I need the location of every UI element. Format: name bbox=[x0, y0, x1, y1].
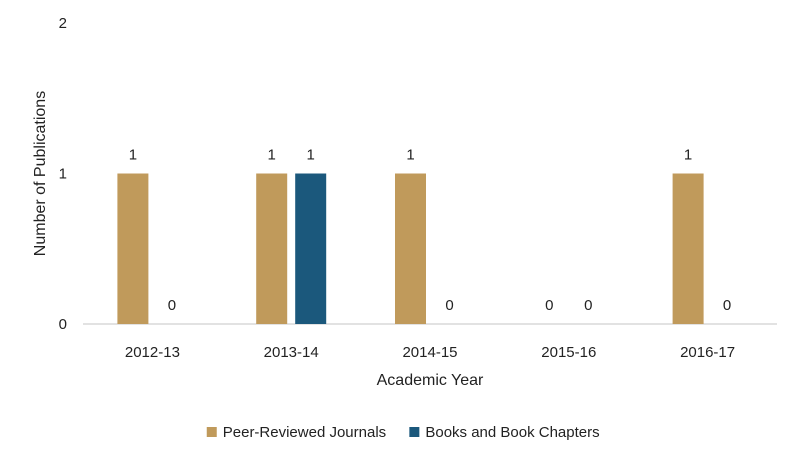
data-labels: 1 0 1 1 1 0 0 0 1 0 bbox=[129, 147, 732, 315]
data-label: 1 bbox=[406, 147, 414, 164]
legend-swatch bbox=[409, 427, 420, 437]
bar bbox=[295, 173, 327, 324]
y-tick-label: 0 bbox=[59, 316, 67, 333]
bar bbox=[256, 173, 288, 324]
data-label: 0 bbox=[584, 297, 592, 314]
x-axis-ticks: 2012-13 2013-14 2014-15 2015-16 2016-17 bbox=[125, 344, 735, 361]
bar bbox=[117, 173, 149, 324]
data-label: 0 bbox=[723, 297, 731, 314]
x-tick-label: 2013-14 bbox=[264, 344, 319, 361]
legend-label: Peer-Reviewed Journals bbox=[223, 424, 386, 441]
legend-label: Books and Book Chapters bbox=[425, 424, 599, 441]
x-tick-label: 2015-16 bbox=[541, 344, 596, 361]
bar bbox=[395, 173, 426, 324]
y-axis-title: Number of Publications bbox=[32, 91, 49, 256]
data-label: 0 bbox=[545, 297, 553, 314]
data-label: 1 bbox=[307, 147, 315, 164]
legend: Peer-Reviewed Journals Books and Book Cha… bbox=[206, 424, 600, 441]
data-label: 1 bbox=[268, 147, 276, 164]
y-axis-ticks: 0 1 2 bbox=[59, 15, 67, 333]
data-label: 1 bbox=[129, 147, 137, 164]
bars bbox=[117, 173, 704, 324]
data-label: 0 bbox=[168, 297, 176, 314]
bar bbox=[672, 173, 704, 324]
data-label: 0 bbox=[445, 297, 453, 314]
legend-swatch bbox=[206, 427, 217, 437]
y-tick-label: 1 bbox=[59, 166, 67, 183]
x-axis-title: Academic Year bbox=[377, 372, 484, 389]
y-tick-label: 2 bbox=[59, 15, 67, 32]
data-label: 1 bbox=[684, 147, 692, 164]
x-tick-label: 2012-13 bbox=[125, 344, 180, 361]
x-tick-label: 2016-17 bbox=[680, 344, 735, 361]
x-tick-label: 2014-15 bbox=[402, 344, 457, 361]
